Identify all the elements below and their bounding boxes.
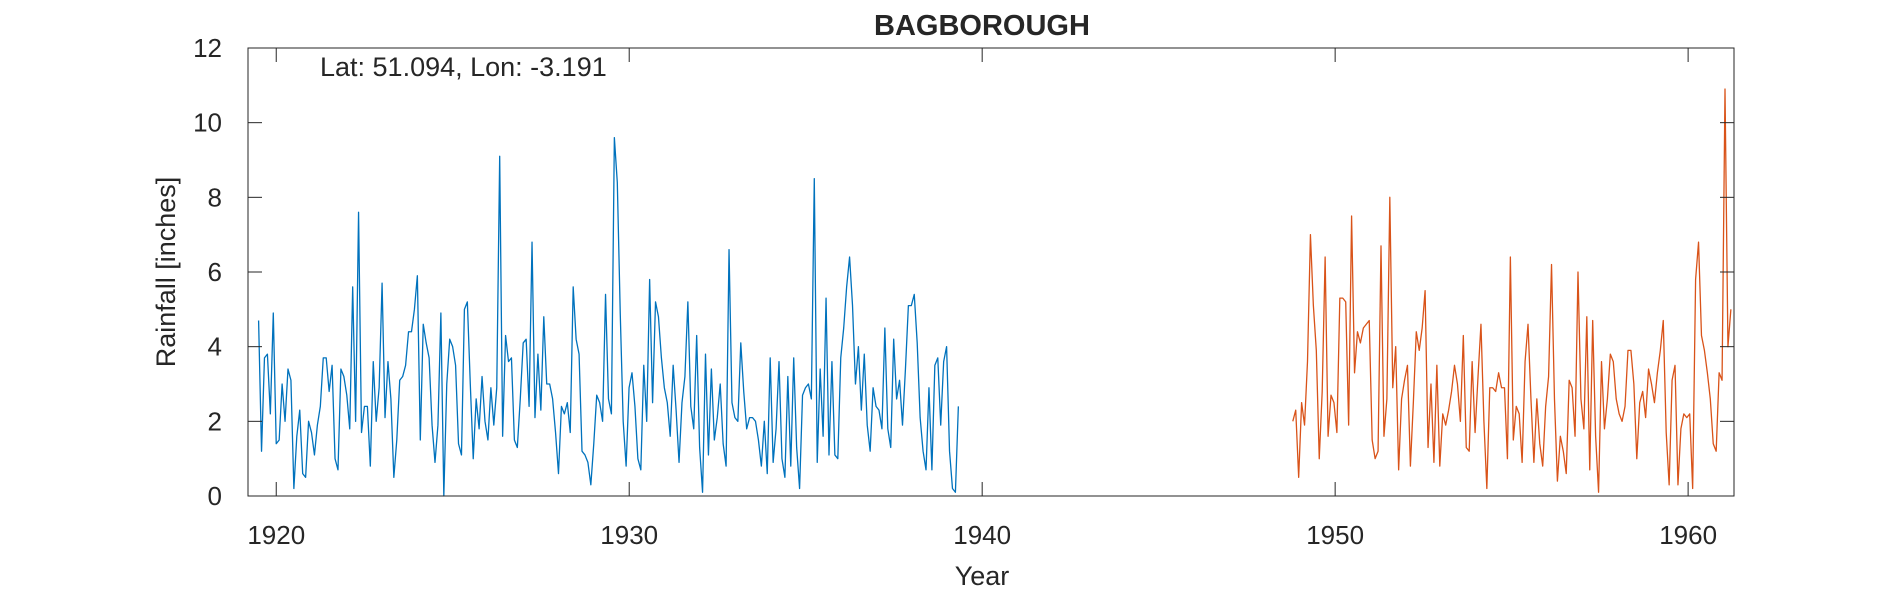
- series-line-2: [1292, 88, 1732, 493]
- chart-annotation: Lat: 51.094, Lon: -3.191: [320, 52, 607, 82]
- series-line-1: [257, 136, 960, 497]
- y-tick-label: 12: [193, 33, 222, 63]
- y-tick-label: 0: [208, 481, 222, 511]
- plot-area: [248, 48, 1734, 496]
- chart-title: BAGBOROUGH: [874, 10, 1090, 42]
- x-tick-label: 1950: [1306, 520, 1364, 550]
- x-tick-label: 1930: [600, 520, 658, 550]
- x-tick-label: 1940: [953, 520, 1011, 550]
- ticks-layer: 1920 1930 1940 1950 1960 0 2 4 6 8 10 12: [193, 33, 1734, 550]
- series-layer: [257, 88, 1732, 497]
- y-axis-label: Rainfall [inches]: [151, 177, 181, 368]
- x-axis-label: Year: [955, 561, 1010, 591]
- x-tick-label: 1920: [247, 520, 305, 550]
- y-tick-label: 8: [208, 182, 222, 212]
- y-tick-label: 10: [193, 108, 222, 138]
- y-tick-label: 2: [208, 406, 222, 436]
- x-tick-label: 1960: [1659, 520, 1717, 550]
- y-tick-label: 6: [208, 257, 222, 287]
- y-tick-label: 4: [208, 332, 222, 362]
